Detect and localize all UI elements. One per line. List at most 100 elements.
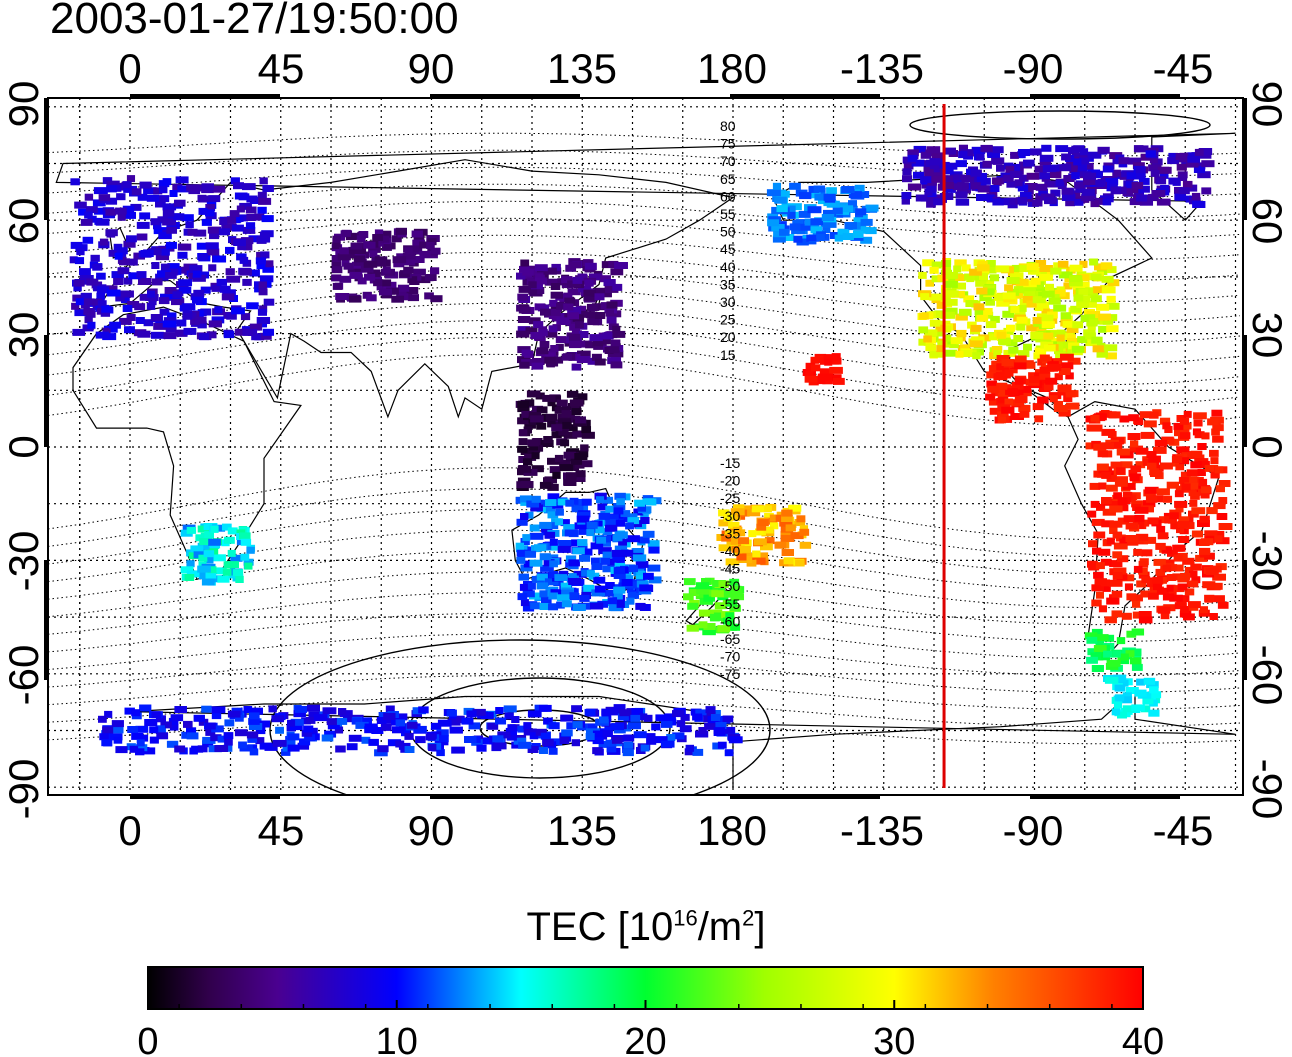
tec-point xyxy=(810,356,820,364)
tec-point xyxy=(530,282,543,290)
tec-point xyxy=(424,274,434,282)
coastline xyxy=(72,306,302,581)
tec-point xyxy=(548,747,558,755)
tec-point xyxy=(651,723,661,731)
tec-point xyxy=(730,508,745,516)
tec-point xyxy=(528,317,541,325)
tec-point xyxy=(582,548,593,556)
tec-point xyxy=(724,749,734,757)
tec-point xyxy=(1067,357,1081,365)
tec-point xyxy=(1175,505,1184,513)
tec-point xyxy=(326,718,337,726)
tec-point xyxy=(98,194,111,202)
tec-point xyxy=(1065,402,1080,410)
tec-point xyxy=(1138,568,1148,575)
tec-point xyxy=(162,203,177,211)
tec-point xyxy=(973,303,985,311)
tec-point xyxy=(1019,265,1033,272)
tec-point xyxy=(169,723,179,731)
tec-point xyxy=(540,732,551,740)
tec-point xyxy=(1186,184,1198,192)
tec-point xyxy=(98,715,107,723)
tec-point xyxy=(225,268,235,276)
tec-point xyxy=(1074,198,1084,206)
tec-point xyxy=(774,541,787,549)
tec-point xyxy=(901,197,910,205)
tec-point xyxy=(943,185,956,193)
tec-point xyxy=(208,538,221,546)
tec-point xyxy=(951,174,960,182)
tec-point xyxy=(170,714,184,722)
tec-point xyxy=(523,560,534,568)
lat-label: -30 xyxy=(0,531,47,592)
tec-point xyxy=(1070,305,1081,313)
tec-point xyxy=(1207,418,1219,426)
tec-point xyxy=(1105,352,1117,360)
tec-point xyxy=(993,373,1008,381)
tec-point xyxy=(290,718,304,726)
tec-point xyxy=(1172,544,1186,552)
tec-point xyxy=(583,289,597,297)
tec-point xyxy=(1039,172,1050,180)
tec-point xyxy=(1143,420,1157,428)
tec-point xyxy=(991,346,1003,353)
tec-point xyxy=(373,279,384,287)
tec-point xyxy=(175,176,189,184)
tec-point xyxy=(617,713,629,721)
tec-point xyxy=(685,744,695,752)
tec-point xyxy=(533,321,544,329)
contour-label: 55 xyxy=(720,206,736,222)
colorbar-tick-label: 10 xyxy=(376,1021,418,1057)
lon-label: -135 xyxy=(840,45,924,92)
tec-point xyxy=(787,205,796,213)
tec-point xyxy=(1132,162,1145,170)
tec-point xyxy=(602,332,614,340)
tec-point xyxy=(766,189,781,197)
tec-point xyxy=(1096,350,1108,358)
tec-point xyxy=(210,525,219,533)
tec-point xyxy=(1071,345,1085,353)
tec-point xyxy=(594,312,606,319)
tec-point xyxy=(547,420,556,428)
tec-point xyxy=(259,231,271,239)
tec-point xyxy=(517,465,532,473)
tec-point xyxy=(837,228,850,236)
tec-point xyxy=(1022,296,1035,303)
tec-point xyxy=(984,266,997,274)
tec-point xyxy=(790,532,804,540)
contour-ellipse xyxy=(909,110,1211,140)
tec-point xyxy=(180,566,194,574)
tec-point xyxy=(1018,174,1029,182)
tec-point xyxy=(1187,155,1201,163)
tec-point xyxy=(638,713,648,721)
tec-point xyxy=(417,276,431,284)
tec-point xyxy=(1110,441,1123,449)
tec-point xyxy=(1014,396,1028,403)
tec-point xyxy=(1167,549,1178,557)
contour-label: 75 xyxy=(720,136,736,152)
tec-point xyxy=(517,593,528,601)
tec-point xyxy=(548,571,558,578)
tec-point xyxy=(542,394,556,402)
tec-point xyxy=(736,553,747,561)
tec-point xyxy=(1197,460,1210,468)
tec-point xyxy=(607,597,618,605)
tec-point xyxy=(560,714,574,722)
tec-point xyxy=(186,732,199,740)
tec-point xyxy=(814,193,828,201)
tec-point xyxy=(1130,594,1143,602)
tec-point xyxy=(1112,531,1123,539)
tec-point xyxy=(522,604,535,612)
contour-label: 20 xyxy=(720,329,736,345)
tec-point xyxy=(153,227,167,235)
tec-point xyxy=(219,218,228,225)
tec-point xyxy=(823,220,837,228)
tec-point xyxy=(374,749,388,757)
tec-point xyxy=(193,229,207,237)
tec-point xyxy=(1179,457,1190,465)
tec-point xyxy=(167,263,180,271)
tec-point xyxy=(544,278,558,286)
map-title: 2003-01-27/19:50:00 xyxy=(50,0,459,43)
tec-point xyxy=(244,562,253,570)
